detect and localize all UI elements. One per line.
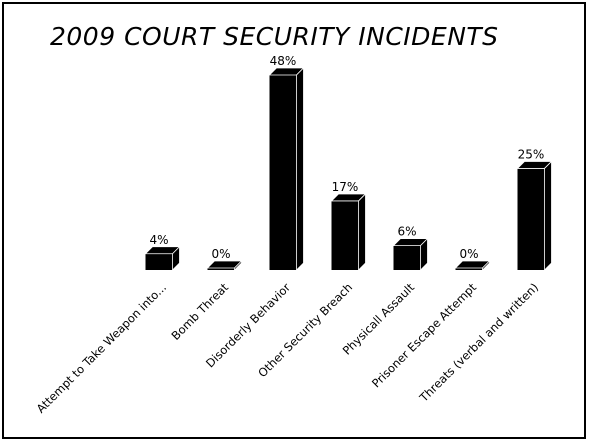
bar-6	[516, 160, 553, 271]
bar-side	[296, 67, 304, 271]
data-label: 0%	[211, 247, 230, 261]
bar-4	[392, 237, 429, 271]
bar-side	[358, 192, 366, 271]
bar-side	[172, 245, 180, 271]
bar-side	[482, 260, 490, 271]
data-label: 4%	[149, 233, 168, 247]
bar-side	[544, 160, 552, 271]
bar-front	[393, 245, 421, 270]
data-label: 17%	[332, 180, 359, 194]
bar-side	[420, 237, 428, 271]
category-label: Bomb Threat	[169, 280, 232, 343]
category-label: Attempt to Take Weapon into...	[34, 280, 170, 416]
bar-side	[234, 260, 242, 271]
bar-2	[268, 67, 305, 271]
bar-0	[144, 245, 181, 271]
category-label: Prisoner Escape Attempt	[369, 280, 480, 391]
bar-5	[454, 260, 491, 271]
data-label: 0%	[459, 247, 478, 261]
bar-3	[330, 192, 367, 271]
data-label: 48%	[270, 54, 297, 68]
bar-front	[207, 268, 235, 270]
bar-front	[517, 168, 545, 270]
category-label: Threats (verbal and written)	[416, 280, 541, 405]
data-label: 25%	[518, 147, 545, 161]
data-label: 6%	[397, 225, 416, 239]
bar-front	[455, 268, 483, 270]
bar-front	[269, 75, 297, 270]
bar-front	[145, 253, 173, 270]
bar-1	[206, 260, 243, 271]
chart-title: 2009 COURT SECURITY INCIDENTS	[50, 22, 499, 51]
bar-front	[331, 200, 359, 270]
